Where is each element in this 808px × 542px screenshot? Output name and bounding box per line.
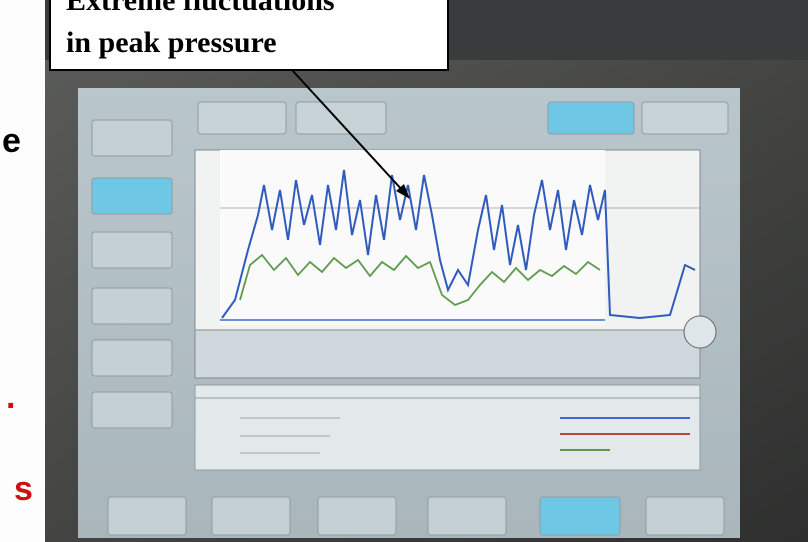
callout-text: Extreme fluctuations [66,0,335,17]
edge-text: . [6,378,15,416]
page: e . s Extreme [0,0,808,542]
callout-text: in peak pressure [66,26,277,59]
scroll-knob [684,316,716,348]
edge-text: e [2,122,21,160]
time-axis [195,330,700,378]
plot-inner [220,150,605,325]
margin [0,0,45,542]
edge-text: s [14,470,33,508]
photo: e . s Extreme [0,0,808,542]
